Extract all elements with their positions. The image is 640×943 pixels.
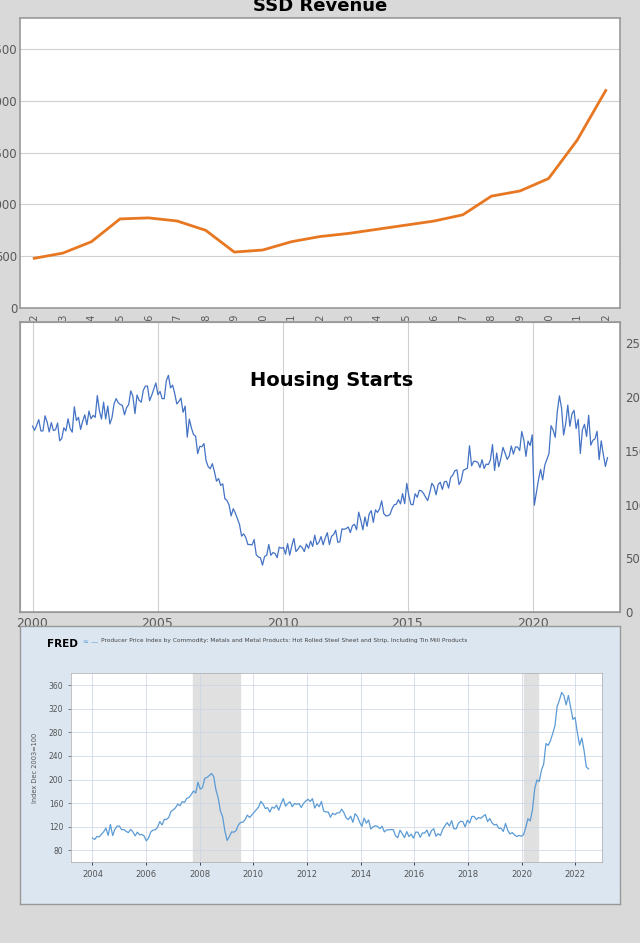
Text: Housing Starts: Housing Starts [250,371,413,389]
Text: Producer Price Index
Hot Roll Steel Sheet: Producer Price Index Hot Roll Steel Shee… [294,687,490,731]
Text: Index Dec 2003=100: Index Dec 2003=100 [32,733,38,802]
Text: Producer Price Index by Commodity: Metals and Metal Products: Hot Rolled Steel S: Producer Price Index by Commodity: Metal… [101,637,467,643]
Text: ≈ —: ≈ — [83,638,98,644]
Text: FRED: FRED [47,638,78,649]
Title: SSD Revenue: SSD Revenue [253,0,387,15]
